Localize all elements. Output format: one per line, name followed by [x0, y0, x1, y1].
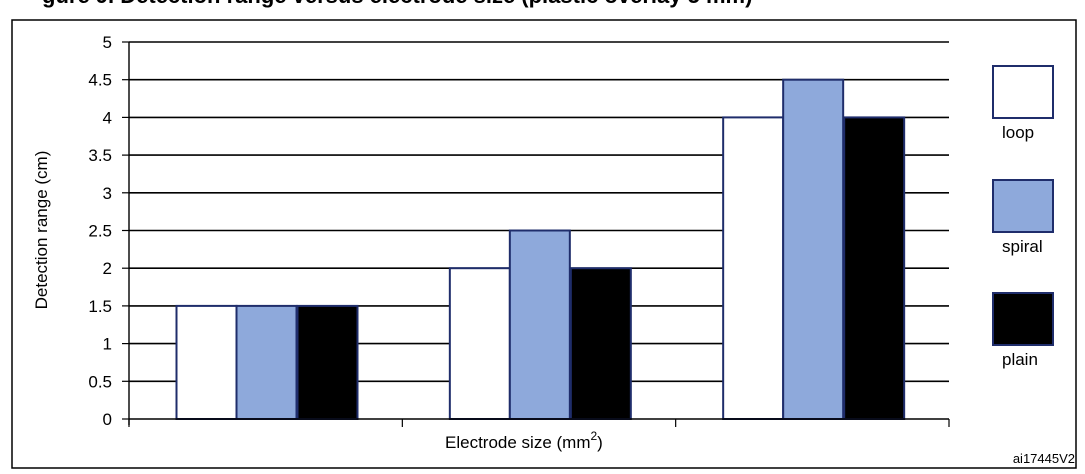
legend-label-plain: plain: [1002, 350, 1038, 369]
bar-plain: [843, 116, 906, 421]
y-tick-label: 2.5: [88, 222, 112, 241]
y-tick-labels: 0 0.5 1 1.5 2 2.5 3 3.5 4 4.5 5: [88, 33, 112, 429]
bar-groups: [175, 78, 906, 421]
bar-loop: [448, 267, 511, 421]
bar-spiral: [782, 78, 845, 420]
bar-plain: [296, 304, 359, 420]
y-tick-label: 4: [103, 108, 112, 127]
legend-swatch-plain: [992, 292, 1054, 346]
y-tick-label: 3.5: [88, 146, 112, 165]
x-axis-title-superscript: 2: [590, 429, 597, 443]
y-tick-label: 1: [103, 335, 112, 354]
x-axis-title-close: ): [597, 433, 603, 452]
bar-plain: [569, 267, 632, 421]
y-tick-label: 0: [103, 410, 112, 429]
figure-reference: ai17445V2: [1013, 451, 1075, 466]
bar-spiral: [508, 229, 571, 420]
y-axis-title: Detection range (cm): [32, 151, 51, 310]
bar-spiral: [235, 304, 298, 420]
legend-label-loop: loop: [1002, 123, 1034, 142]
bar-loop: [722, 116, 785, 421]
chart-frame: [11, 19, 1077, 469]
y-tick-label: 2: [103, 259, 112, 278]
bar-loop: [175, 304, 238, 420]
legend: loop spiral plain: [992, 65, 1054, 369]
figure-title: gure 9. Detection range versus electrode…: [42, 0, 752, 8]
x-axis-title-main: Electrode size (mm: [445, 433, 590, 452]
y-tick-label: 1.5: [88, 297, 112, 316]
legend-swatch-spiral: [992, 179, 1054, 233]
x-axis-title: Electrode size (mm2): [445, 429, 603, 452]
y-tick-label: 5: [103, 33, 112, 52]
y-tick-label: 0.5: [88, 372, 112, 391]
y-tick-label: 4.5: [88, 71, 112, 90]
axes: [122, 41, 950, 427]
y-tick-label: 3: [103, 184, 112, 203]
legend-label-spiral: spiral: [1002, 237, 1043, 256]
legend-swatch-loop: [992, 65, 1054, 119]
